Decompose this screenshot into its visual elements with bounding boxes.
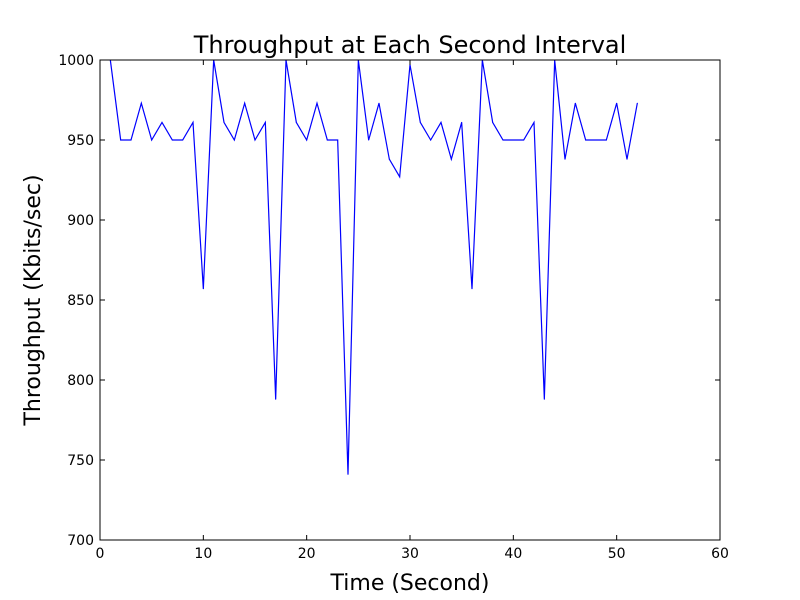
data-point: [574, 102, 576, 104]
data-point: [306, 139, 308, 141]
throughput-series-line: [109, 59, 638, 475]
x-tick-label: 0: [96, 546, 105, 562]
y-axis-label: Throughput (Kbits/sec): [21, 174, 46, 426]
data-point: [605, 139, 607, 141]
data-point: [378, 102, 380, 104]
data-point: [182, 139, 184, 141]
data-point: [450, 158, 452, 160]
data-point: [151, 139, 153, 141]
data-point: [461, 121, 463, 123]
data-point: [636, 102, 638, 104]
x-tick-label: 10: [194, 546, 212, 562]
data-point: [388, 158, 390, 160]
y-tick-label: 900: [67, 213, 94, 229]
x-axis: 0 10 20 30 40 50 60: [96, 60, 729, 562]
data-point: [471, 288, 473, 290]
data-point: [316, 102, 318, 104]
data-point: [440, 121, 442, 123]
y-tick-label: 950: [67, 133, 94, 149]
plot-area: [109, 59, 638, 475]
data-point: [523, 139, 525, 141]
data-point: [533, 121, 535, 123]
x-tick-label: 60: [711, 546, 729, 562]
data-point: [233, 139, 235, 141]
data-point: [140, 102, 142, 104]
data-point: [626, 158, 628, 160]
data-point: [419, 121, 421, 123]
chart-title: Throughput at Each Second Interval: [193, 31, 627, 59]
data-point: [202, 288, 204, 290]
data-point: [347, 473, 349, 475]
x-tick-label: 50: [608, 546, 626, 562]
data-point: [161, 121, 163, 123]
data-point: [564, 158, 566, 160]
data-point: [430, 139, 432, 141]
data-point: [492, 121, 494, 123]
y-tick-label: 800: [67, 373, 94, 389]
x-tick-label: 40: [504, 546, 522, 562]
data-point: [512, 139, 514, 141]
data-point: [254, 139, 256, 141]
data-point: [244, 102, 246, 104]
data-point: [171, 139, 173, 141]
data-point: [368, 139, 370, 141]
y-tick-label: 850: [67, 293, 94, 309]
data-point: [543, 398, 545, 400]
data-point: [192, 121, 194, 123]
x-tick-label: 30: [401, 546, 419, 562]
data-point: [502, 139, 504, 141]
data-point: [120, 139, 122, 141]
data-point: [337, 139, 339, 141]
data-point: [595, 139, 597, 141]
data-point: [130, 139, 132, 141]
plot-frame: [99, 59, 721, 541]
y-tick-label: 750: [67, 453, 94, 469]
y-axis: 700 750 800 850 900 950 1000: [58, 53, 720, 549]
data-point: [399, 176, 401, 178]
data-point: [326, 139, 328, 141]
x-axis-label: Time (Second): [330, 571, 490, 596]
y-tick-label: 1000: [58, 53, 94, 69]
data-point: [264, 121, 266, 123]
data-point: [585, 139, 587, 141]
data-point: [616, 102, 618, 104]
data-point: [223, 121, 225, 123]
y-tick-label: 700: [67, 533, 94, 549]
data-point: [295, 121, 297, 123]
x-tick-label: 20: [298, 546, 316, 562]
data-point: [275, 398, 277, 400]
